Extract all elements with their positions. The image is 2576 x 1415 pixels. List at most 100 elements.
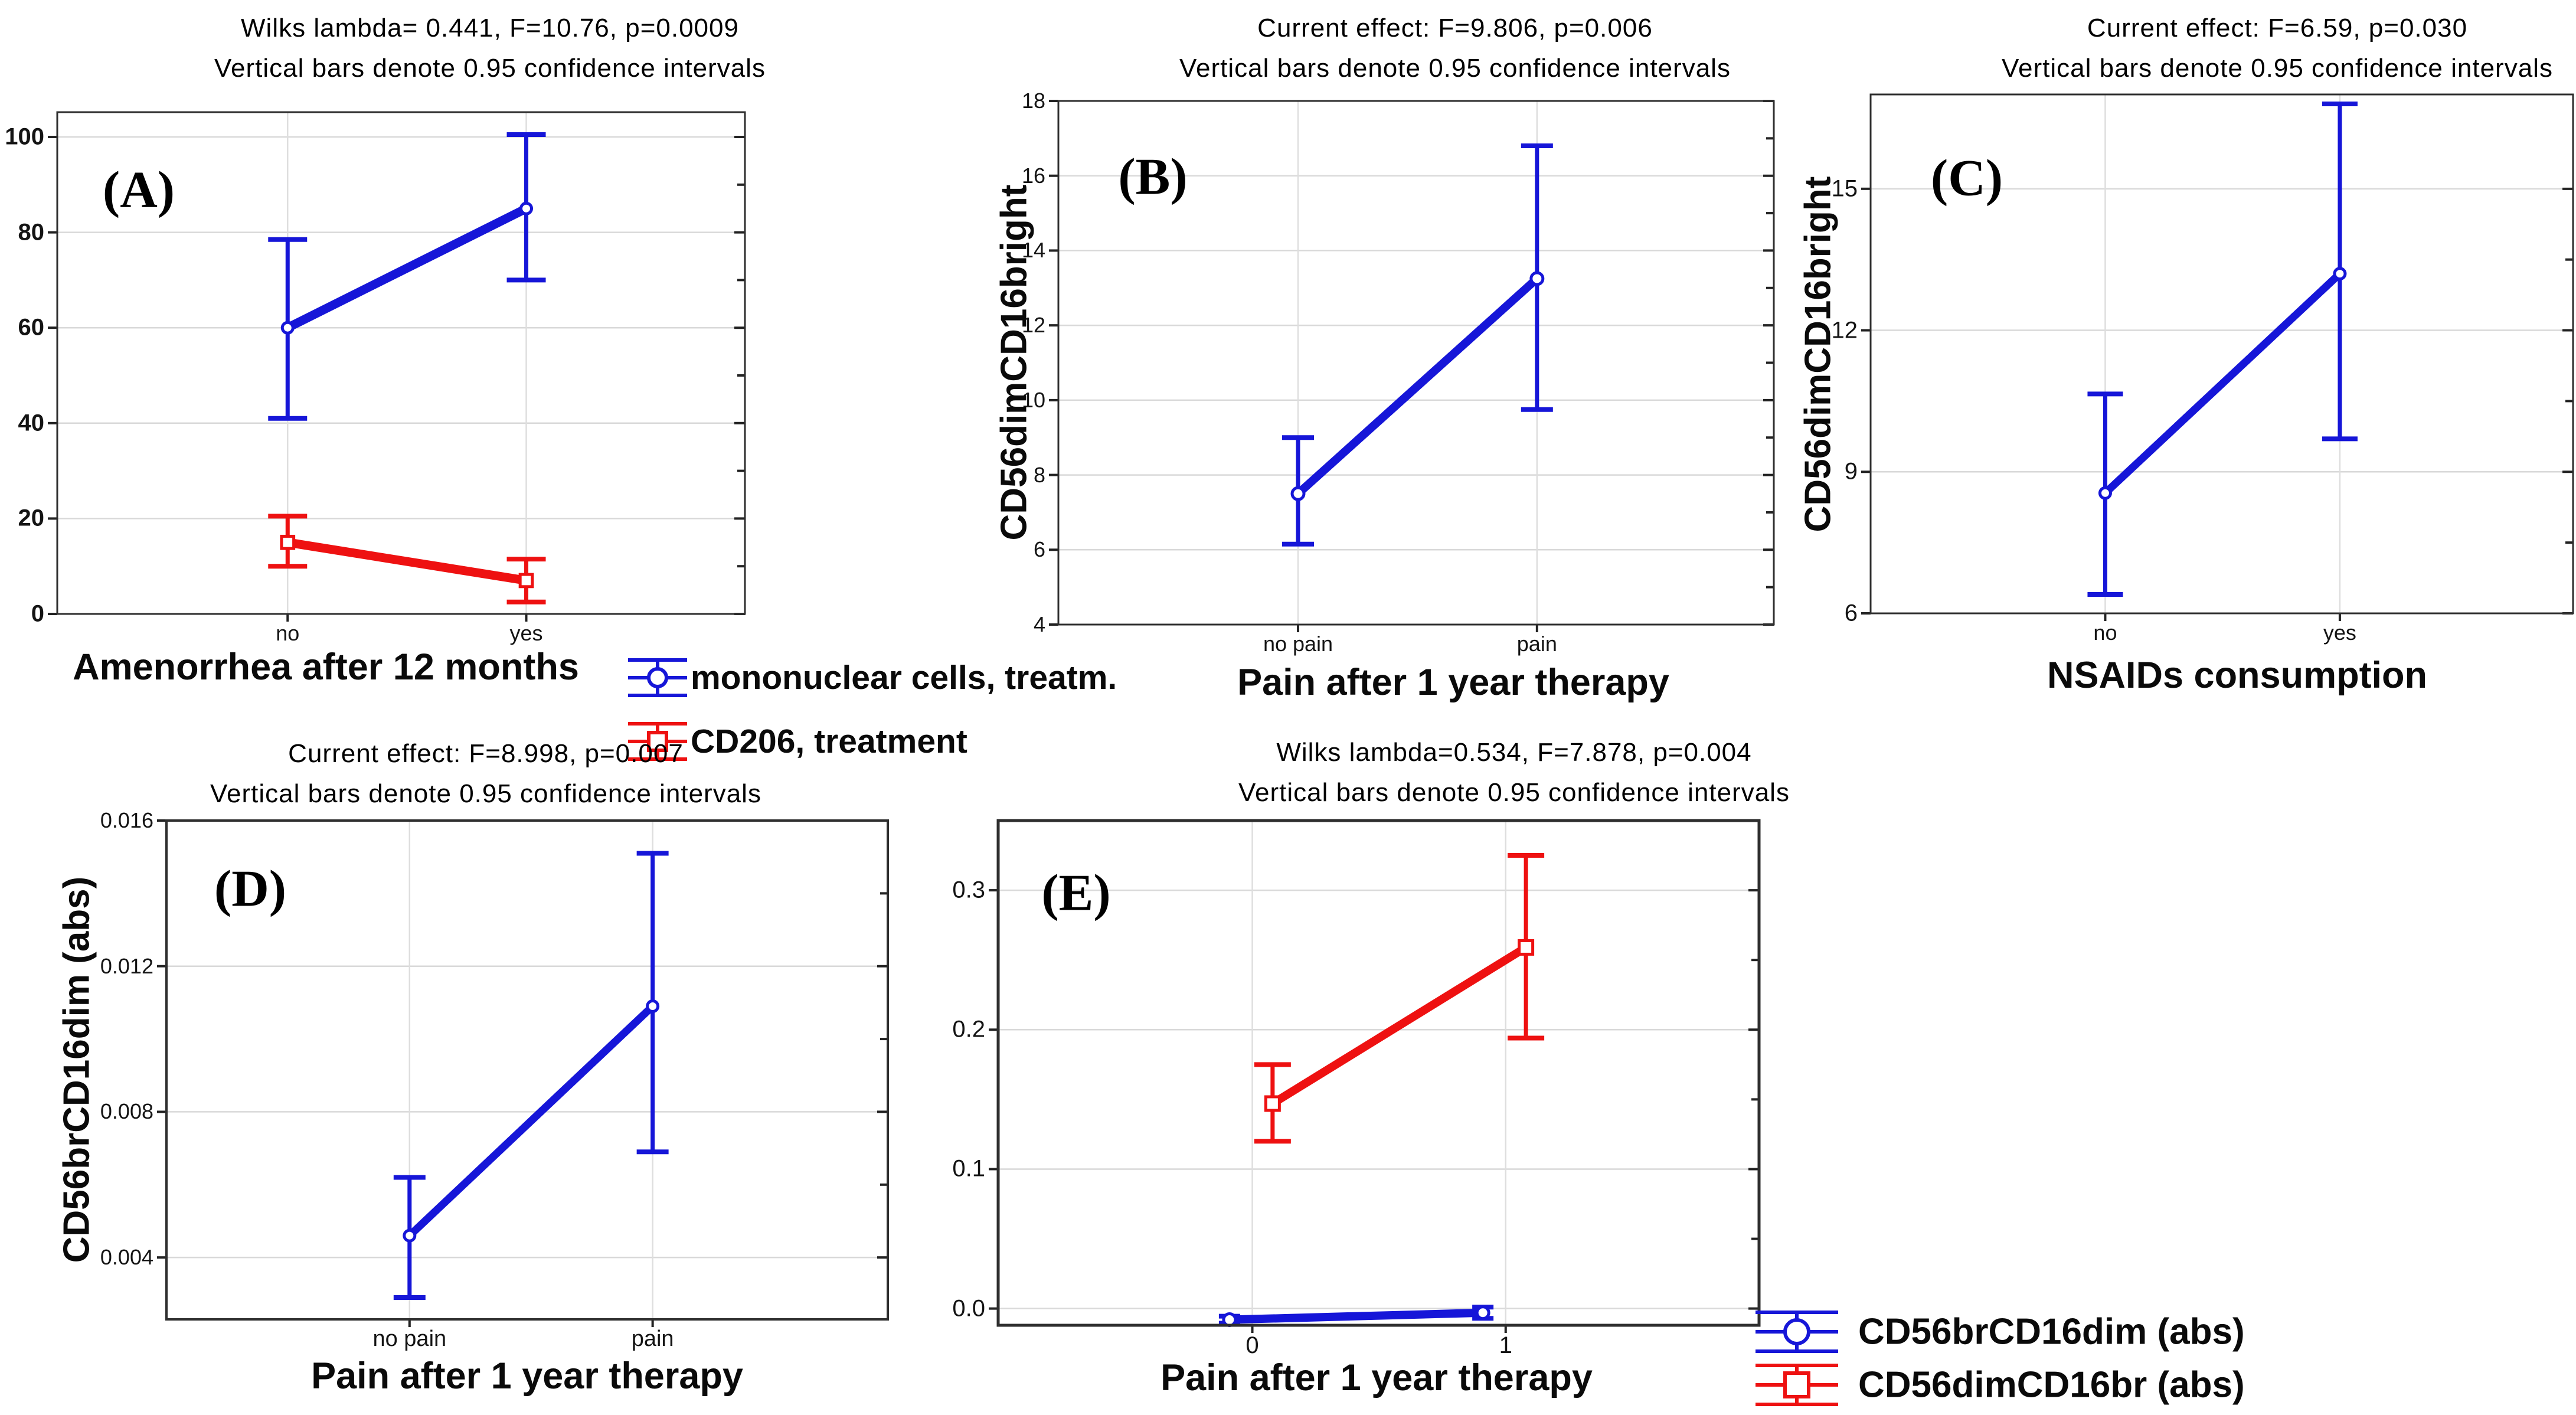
y-tick-label: 0.2 xyxy=(952,1016,985,1043)
y-tick-label: 12 xyxy=(1831,317,1858,344)
data-point-marker-circle xyxy=(646,999,660,1014)
data-point-marker-square xyxy=(280,534,296,550)
series-line xyxy=(285,204,528,332)
panel-title: Current effect: F=9.806, p=0.006 xyxy=(1257,14,1653,43)
legend-item-label: CD56brCD16dim (abs) xyxy=(1858,1311,2245,1352)
y-tick-label: 0.008 xyxy=(100,1099,153,1124)
panel-subtitle: Vertical bars denote 0.95 confidence int… xyxy=(210,779,761,808)
plot-border xyxy=(1869,93,2574,615)
y-tick-label: 6 xyxy=(1033,537,1045,562)
y-tick-label: 6 xyxy=(1844,600,1858,626)
legend-item-label: CD206, treatment xyxy=(691,723,967,760)
x-tick-label: yes xyxy=(509,621,543,645)
data-point-marker-circle xyxy=(1529,271,1545,286)
panel-subtitle: Vertical bars denote 0.95 confidence int… xyxy=(214,54,766,83)
panel-subtitle: Vertical bars denote 0.95 confidence int… xyxy=(2002,54,2553,83)
x-axis-title: Pain after 1 year therapy xyxy=(311,1355,743,1397)
x-axis-title: NSAIDs consumption xyxy=(2047,655,2428,696)
plot-border xyxy=(56,111,746,615)
series-line xyxy=(287,538,527,585)
legend-item-label: CD56dimCD16br (abs) xyxy=(1858,1364,2245,1406)
x-tick-label: no xyxy=(2093,620,2117,645)
panel-subtitle: Vertical bars denote 0.95 confidence int… xyxy=(1238,778,1790,807)
data-point-marker-circle xyxy=(519,201,534,215)
legend-marker-circle xyxy=(1783,1318,1810,1345)
panel-e-title-block: Wilks lambda=0.534, F=7.878, p=0.004 Ver… xyxy=(1238,733,1790,813)
plot-border xyxy=(1057,100,1775,626)
y-axis-title: CD56dimCD16bright xyxy=(993,184,1035,541)
data-point-marker-square xyxy=(1518,939,1535,956)
y-tick-label: 0.1 xyxy=(952,1155,985,1182)
series-line xyxy=(407,1003,656,1238)
series-line xyxy=(1229,1308,1483,1324)
legend-marker-square xyxy=(647,731,668,752)
x-tick-label: 1 xyxy=(1499,1332,1512,1358)
panel-title: Wilks lambda=0.534, F=7.878, p=0.004 xyxy=(1276,738,1752,767)
data-point-marker-circle xyxy=(1475,1305,1490,1321)
y-tick-label: 14 xyxy=(1021,238,1045,263)
x-tick-label: no pain xyxy=(372,1326,447,1351)
data-point-marker-circle xyxy=(2098,486,2112,500)
data-point-marker-circle xyxy=(2333,267,2347,281)
y-tick-label: 40 xyxy=(18,410,45,436)
data-point-marker-circle xyxy=(280,321,295,335)
y-tick-label: 9 xyxy=(1844,458,1858,485)
y-tick-label: 20 xyxy=(18,505,45,531)
y-tick-label: 80 xyxy=(18,219,45,246)
y-tick-label: 0.004 xyxy=(100,1245,153,1270)
series-line xyxy=(1270,943,1528,1107)
legend-marker-circle xyxy=(647,667,668,688)
panel-letter: (C) xyxy=(1930,149,2003,207)
y-tick-label: 0.0 xyxy=(952,1295,985,1322)
panel-title: Current effect: F=6.59, p=0.030 xyxy=(2087,14,2468,43)
y-tick-label: 0.016 xyxy=(100,808,153,832)
y-tick-label: 100 xyxy=(5,123,44,150)
panel-b-title-block: Current effect: F=9.806, p=0.006 Vertica… xyxy=(1179,8,1731,89)
panel-title: Current effect: F=8.998, p=0.007 xyxy=(288,739,684,768)
x-axis-title: Amenorrhea after 12 months xyxy=(73,646,579,688)
x-axis-title: Pain after 1 year therapy xyxy=(1160,1357,1593,1398)
panel-c-title-block: Current effect: F=6.59, p=0.030 Vertical… xyxy=(2002,8,2553,89)
data-point-marker-square xyxy=(518,573,534,589)
panel-letter: (E) xyxy=(1041,864,1111,922)
panel-letter: (A) xyxy=(102,161,175,219)
x-tick-label: 0 xyxy=(1245,1332,1259,1358)
plot-border xyxy=(996,819,1761,1327)
panel-d-title-block: Current effect: F=8.998, p=0.007 Vertica… xyxy=(210,734,761,814)
panel-a-title-block: Wilks lambda= 0.441, F=10.76, p=0.0009 V… xyxy=(214,8,766,89)
y-tick-label: 0.3 xyxy=(952,877,985,903)
y-tick-label: 16 xyxy=(1021,163,1045,188)
y-tick-label: 18 xyxy=(1021,89,1045,113)
y-tick-label: 0.012 xyxy=(100,953,153,978)
y-tick-label: 4 xyxy=(1033,612,1045,636)
y-tick-label: 0 xyxy=(31,600,44,627)
y-tick-label: 10 xyxy=(1021,387,1045,412)
panel-letter: (D) xyxy=(214,860,287,918)
plot-border xyxy=(165,819,889,1321)
y-axis-title: CD56dimCD16bright xyxy=(1797,176,1839,532)
y-tick-label: 8 xyxy=(1033,462,1045,487)
legend-marker-square xyxy=(1783,1371,1810,1398)
series-line xyxy=(1295,275,1540,497)
data-point-marker-circle xyxy=(1290,486,1306,501)
y-tick-label: 60 xyxy=(18,314,45,341)
data-point-marker-circle xyxy=(403,1228,417,1243)
x-tick-label: yes xyxy=(2323,620,2356,645)
y-tick-label: 15 xyxy=(1831,175,1858,202)
x-tick-label: no xyxy=(276,621,300,645)
x-tick-label: pain xyxy=(631,1326,674,1351)
y-tick-label: 12 xyxy=(1021,313,1045,338)
x-tick-label: pain xyxy=(1516,632,1557,656)
legend-item-label: mononuclear cells, treatm. xyxy=(691,659,1117,697)
x-axis-title: Pain after 1 year therapy xyxy=(1237,662,1669,703)
panel-letter: (B) xyxy=(1118,148,1188,206)
y-axis-title: CD56brCD16dim (abs) xyxy=(56,876,97,1263)
series-line xyxy=(2103,270,2343,496)
x-tick-label: no pain xyxy=(1263,632,1333,656)
data-point-marker-square xyxy=(1264,1095,1281,1112)
panel-subtitle: Vertical bars denote 0.95 confidence int… xyxy=(1179,54,1731,83)
panel-title: Wilks lambda= 0.441, F=10.76, p=0.0009 xyxy=(241,14,739,43)
